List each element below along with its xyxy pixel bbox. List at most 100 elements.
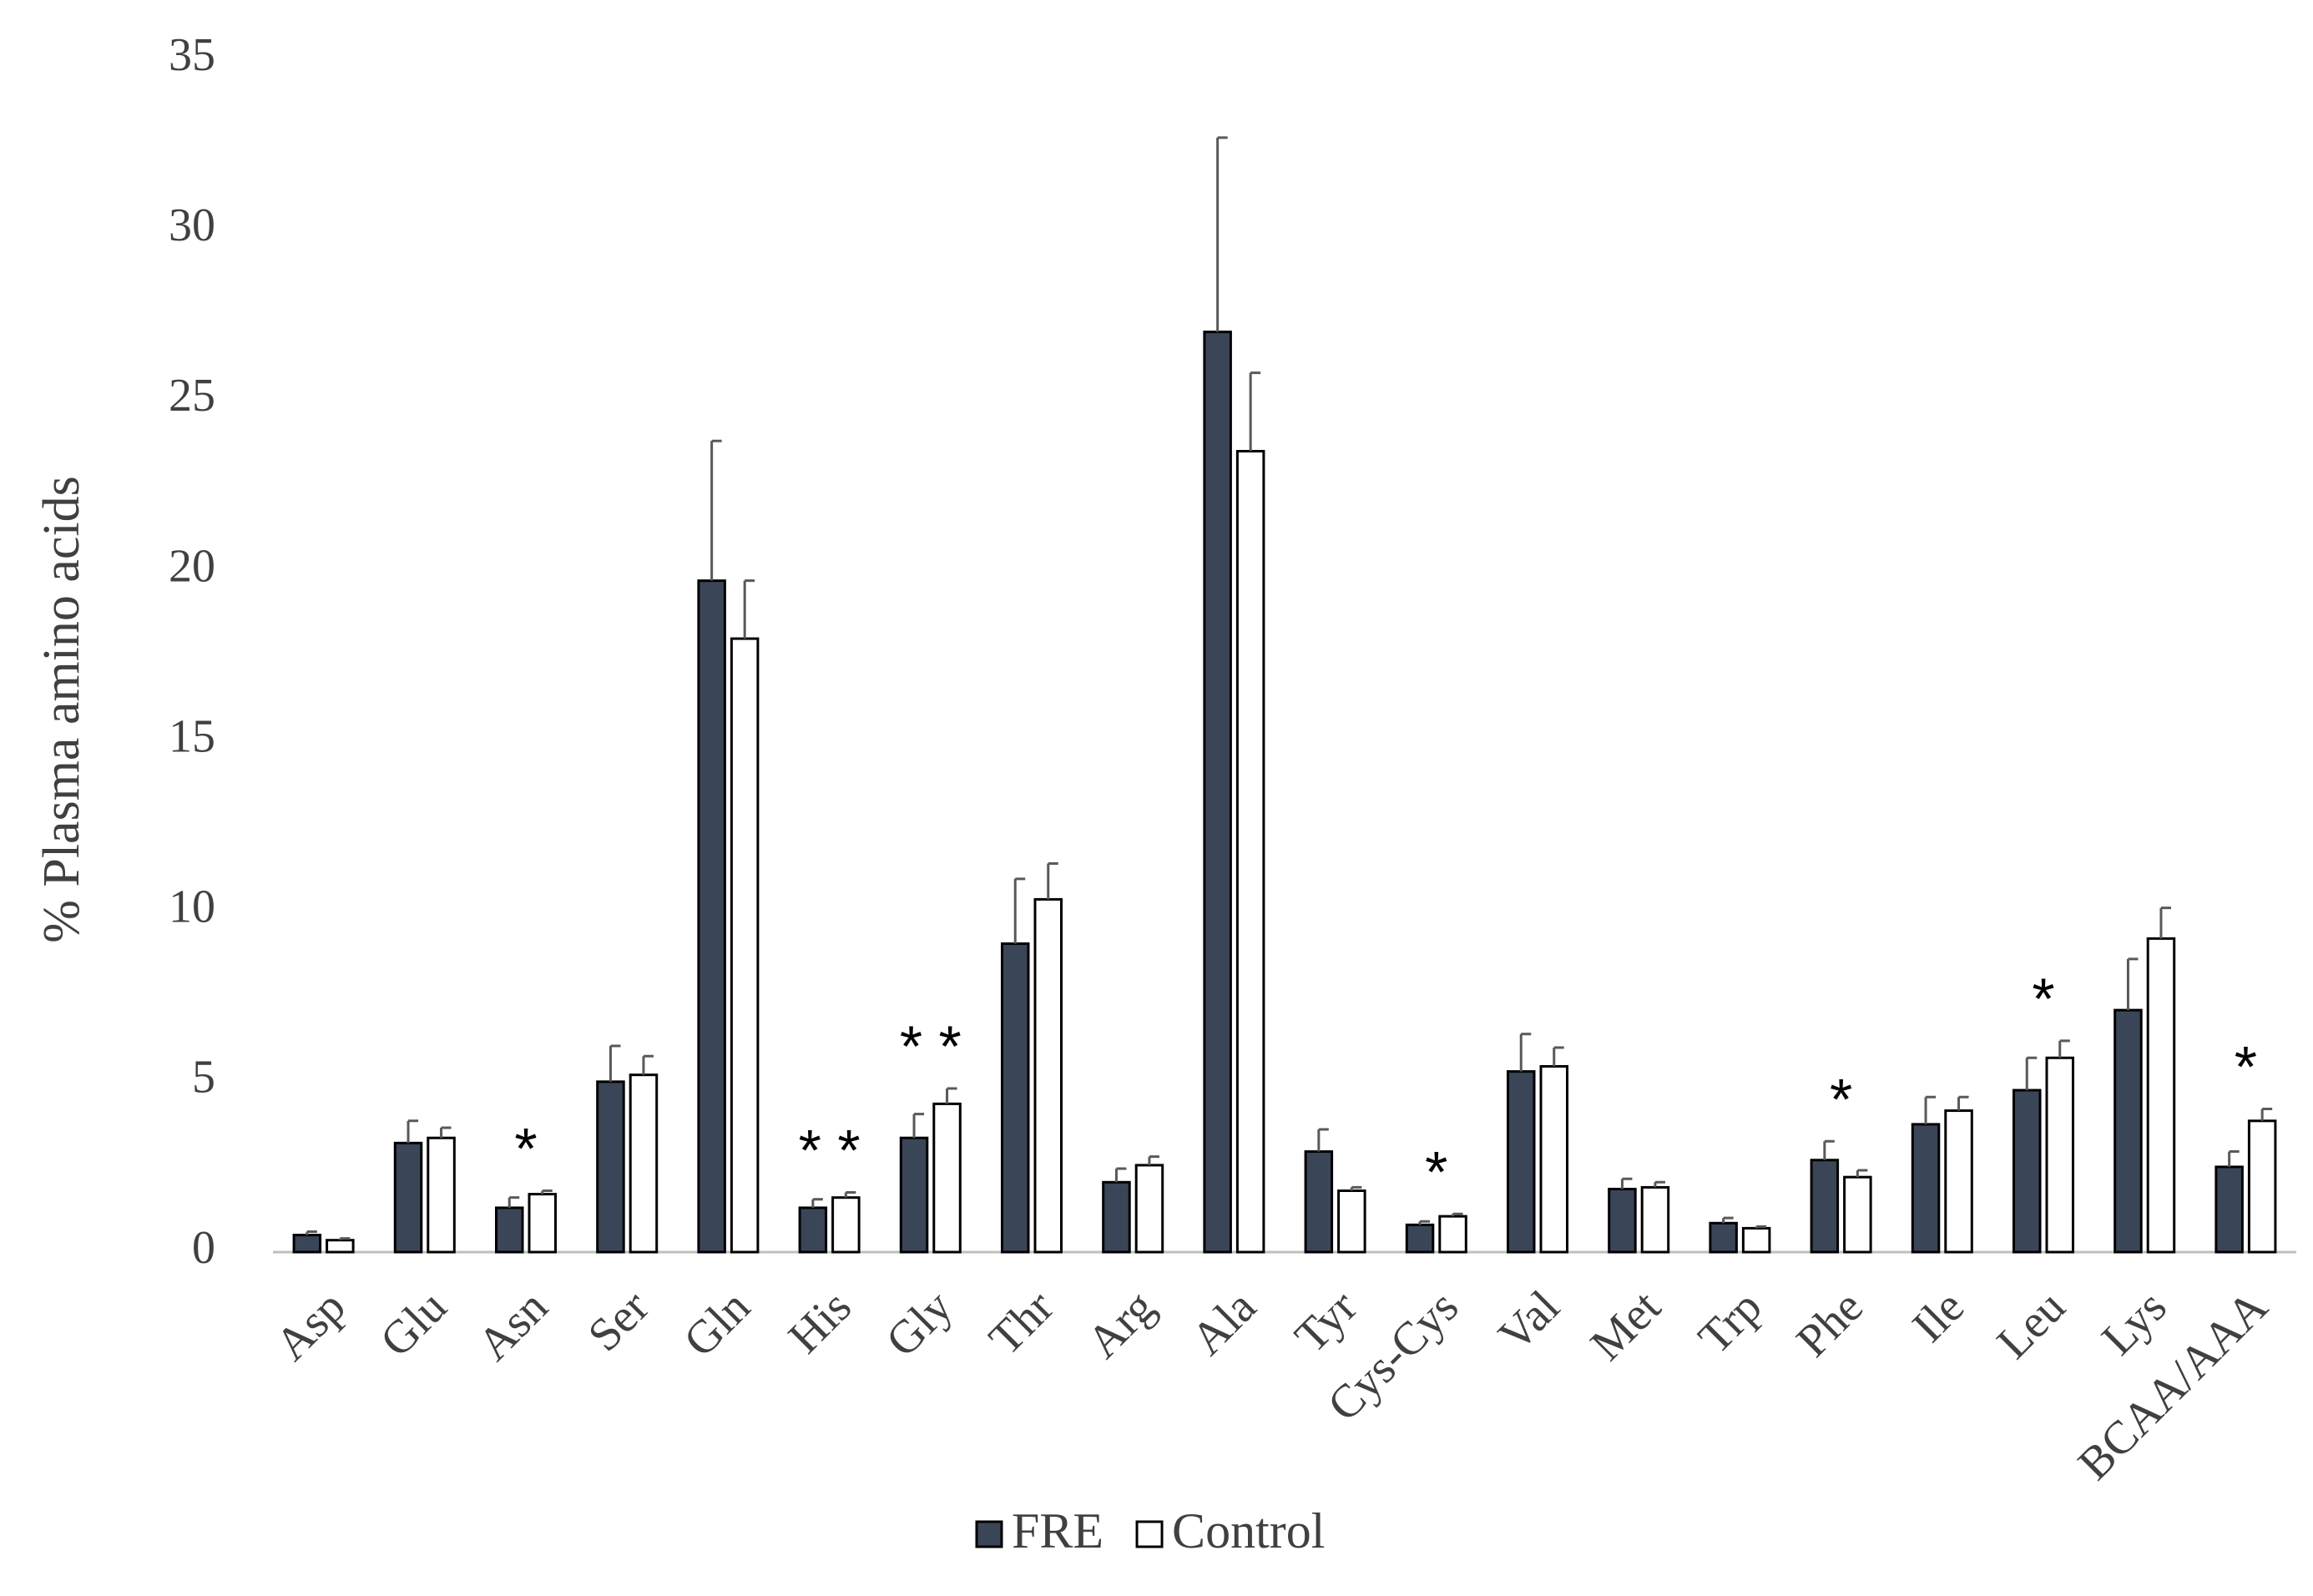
bar — [1405, 1223, 1435, 1254]
error-bar — [743, 579, 755, 639]
bar — [730, 637, 760, 1254]
x-tick-label: Thr — [979, 1280, 1063, 1365]
x-tick-label: Trp — [1689, 1280, 1772, 1364]
error-bar — [407, 1119, 419, 1144]
bar — [899, 1136, 929, 1254]
bar — [932, 1102, 962, 1254]
bar — [1741, 1226, 1771, 1254]
significance-mark: * — [2235, 1034, 2257, 1099]
legend-swatch — [1135, 1520, 1164, 1548]
error-bar — [2025, 1056, 2038, 1091]
error-bar — [338, 1237, 351, 1240]
bar — [1608, 1187, 1637, 1254]
error-bar — [1317, 1128, 1329, 1152]
bar — [292, 1234, 322, 1254]
error-bar — [1047, 862, 1058, 900]
error-bar — [844, 1191, 856, 1198]
error-bar — [1553, 1046, 1564, 1067]
x-tick-label: Lys — [2092, 1280, 2176, 1365]
error-bar — [912, 1113, 925, 1139]
error-bar — [440, 1126, 452, 1139]
x-tick-label: Phe — [1787, 1280, 1873, 1366]
bar — [1843, 1175, 1872, 1254]
bar — [1337, 1189, 1366, 1254]
x-tick-label: Gly — [876, 1280, 962, 1366]
error-bar — [1452, 1212, 1463, 1217]
x-tick-label: Arg — [1078, 1280, 1165, 1368]
bar — [1000, 942, 1030, 1254]
error-bar — [1823, 1139, 1835, 1160]
x-tick-label: Ile — [1902, 1280, 1974, 1352]
bar — [1709, 1221, 1738, 1254]
bar — [2045, 1056, 2075, 1254]
error-bar — [1013, 877, 1026, 944]
error-bar — [1350, 1185, 1362, 1191]
bar — [2247, 1119, 2277, 1254]
legend-label: FRE — [1012, 1503, 1103, 1558]
y-tick-label: 10 — [169, 881, 215, 933]
y-tick-label: 15 — [169, 710, 215, 762]
error-bar — [609, 1044, 621, 1082]
x-tick-label: Asn — [468, 1280, 558, 1371]
error-bar — [1216, 136, 1228, 332]
significance-mark: * — [2032, 966, 2054, 1031]
error-bar — [1418, 1220, 1431, 1225]
significance-mark: * * — [900, 1014, 962, 1079]
bar — [798, 1206, 828, 1254]
y-axis-label: % Plasma amino acids — [33, 476, 90, 943]
x-tick-label: Asp — [265, 1280, 356, 1371]
error-bar — [1654, 1180, 1665, 1188]
x-tick-label: Met — [1581, 1280, 1671, 1371]
significance-mark: * — [1830, 1067, 1852, 1132]
significance-mark: * — [1425, 1139, 1447, 1205]
error-bar — [2058, 1039, 2070, 1058]
error-bar — [508, 1196, 520, 1208]
x-tick-label: Ala — [1182, 1280, 1266, 1365]
bar — [1640, 1185, 1670, 1254]
y-tick-label: 35 — [169, 29, 215, 81]
bar — [1033, 897, 1063, 1254]
legend-swatch — [975, 1520, 1003, 1548]
error-bar — [1519, 1033, 1532, 1072]
bar — [1911, 1123, 1941, 1254]
x-tick-label: His — [779, 1280, 861, 1363]
bar — [831, 1196, 861, 1254]
significance-mark: * — [514, 1116, 537, 1181]
x-tick-label: Tyr — [1285, 1280, 1368, 1363]
error-bar — [710, 439, 722, 581]
bar — [326, 1239, 355, 1254]
x-tick-label: Gln — [674, 1280, 760, 1366]
bar — [697, 579, 726, 1254]
y-tick-label: 20 — [169, 540, 215, 592]
error-bar — [2228, 1150, 2240, 1167]
x-tick-label: Val — [1489, 1280, 1570, 1361]
error-bar — [306, 1230, 317, 1235]
bar — [1810, 1159, 1840, 1254]
x-tick-label: Leu — [1987, 1280, 2075, 1368]
significance-mark: * * — [799, 1118, 861, 1183]
error-bar — [541, 1189, 553, 1194]
bar — [1304, 1150, 1334, 1254]
bar — [1102, 1180, 1131, 1254]
bar — [629, 1073, 659, 1254]
y-tick-label: 30 — [169, 200, 215, 251]
bar — [2114, 1008, 2143, 1254]
error-bar — [1114, 1167, 1127, 1183]
error-bar — [2260, 1108, 2273, 1121]
bar — [1944, 1109, 1973, 1254]
error-bar — [1957, 1095, 1969, 1111]
bar — [494, 1206, 524, 1254]
bar — [1506, 1070, 1536, 1254]
error-bar — [2159, 907, 2171, 939]
error-bar — [946, 1087, 957, 1104]
bar — [1134, 1164, 1164, 1254]
bar — [1203, 331, 1232, 1254]
error-bar — [642, 1054, 654, 1075]
x-tick-label: Glu — [371, 1280, 457, 1366]
bar — [1235, 450, 1265, 1254]
x-tick-label: Ser — [578, 1280, 659, 1361]
x-tick-label: BCAA/AAA — [2068, 1280, 2278, 1490]
bar — [596, 1080, 625, 1254]
bar — [2146, 937, 2176, 1254]
